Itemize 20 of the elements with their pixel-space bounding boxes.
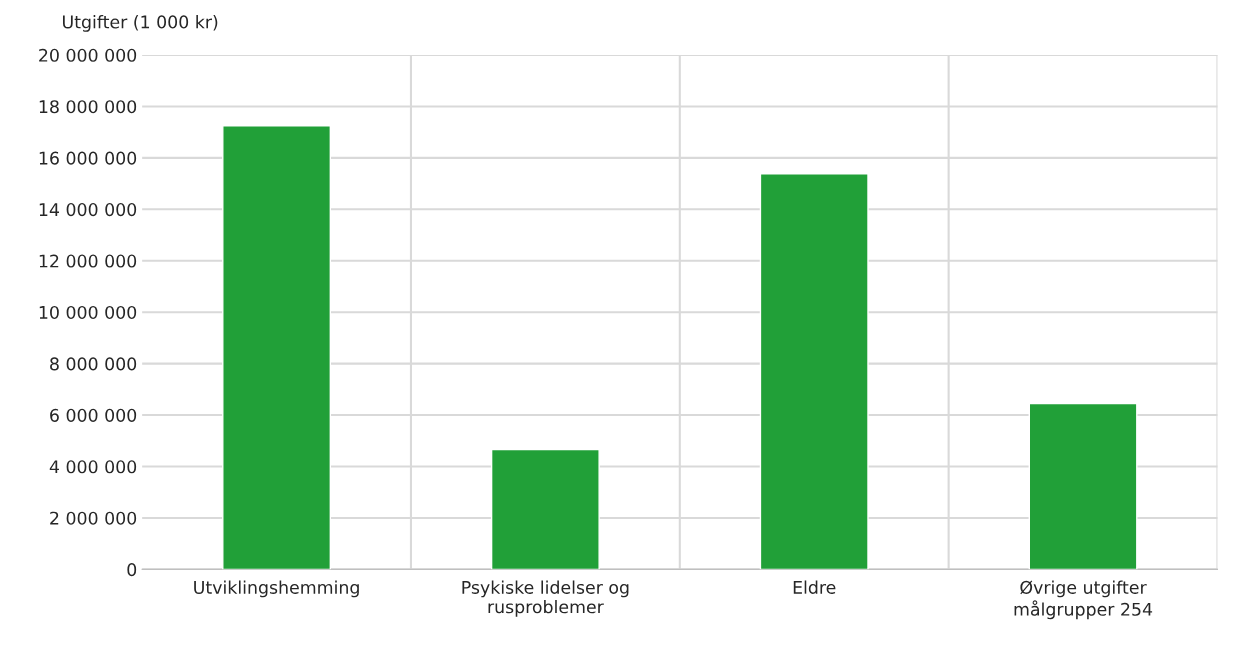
y-tick-label: 6 000 000: [50, 408, 137, 422]
y-tick-label: 0: [127, 563, 137, 577]
x-tick-label: Psykiske lidelser og rusproblemer: [462, 580, 629, 617]
y-tick-label: 18 000 000: [39, 100, 137, 114]
y-tick-label: 14 000 000: [39, 203, 137, 217]
y-tick-label: 20 000 000: [39, 48, 137, 62]
y-tick-label: 2 000 000: [50, 511, 137, 525]
y-tick-label: 8 000 000: [50, 357, 137, 371]
y-tick-label: 4 000 000: [49, 460, 137, 474]
bar: [1028, 402, 1138, 570]
y-tick-label: 12 000 000: [39, 254, 137, 268]
y-tick-label: 16 000 000: [39, 151, 137, 165]
bar: [759, 173, 869, 570]
y-axis-title: Utgifter (1 000 kr): [63, 15, 218, 32]
bar: [490, 448, 600, 570]
x-tick-label: Utviklingshemming: [194, 580, 359, 598]
bar: [222, 125, 332, 570]
x-tick-label: Øvrige utgifter målgrupper 254: [1014, 580, 1153, 620]
x-tick-label: Eldre: [793, 580, 836, 594]
y-tick-label: 10 000 000: [39, 305, 137, 320]
